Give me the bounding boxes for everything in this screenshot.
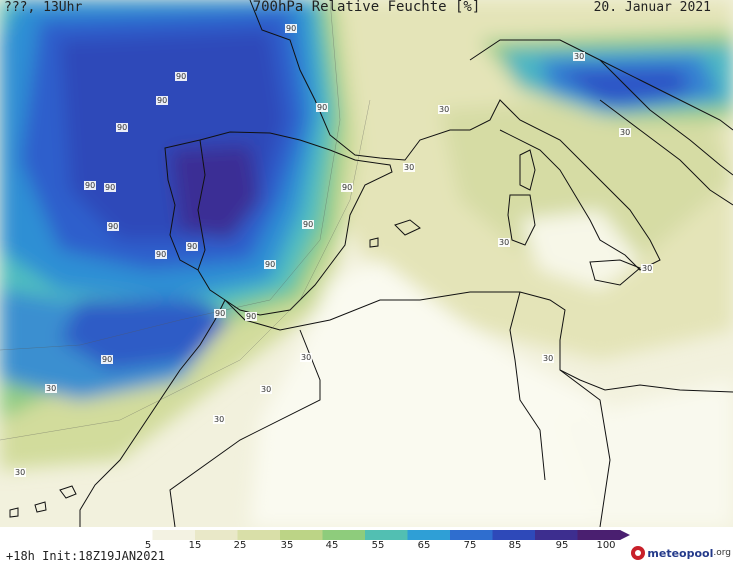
contour-label: 90	[214, 309, 227, 318]
legend-swatch	[195, 530, 238, 540]
contour-label: 90	[107, 222, 120, 231]
contour-label: 30	[542, 354, 555, 363]
legend-swatch	[152, 530, 196, 540]
contour-label: 90	[101, 355, 114, 364]
legend-swatch	[577, 530, 621, 540]
contour-label: 90	[245, 312, 258, 321]
legend-swatch	[407, 530, 451, 540]
legend-arrow	[620, 530, 630, 540]
contour-label: 90	[285, 24, 298, 33]
legend-tick: 85	[508, 540, 522, 551]
contour-label: 30	[45, 384, 58, 393]
legend-swatch	[365, 530, 408, 540]
legend-tick: 95	[555, 540, 569, 551]
contour-label: 30	[641, 264, 654, 273]
contour-label: 30	[438, 105, 451, 114]
contour-label: 30	[14, 468, 27, 477]
contour-label: 30	[573, 52, 586, 61]
legend-tick: 5	[144, 540, 152, 551]
legend-tick: 100	[596, 540, 616, 551]
contour-label: 90	[316, 103, 329, 112]
logo-icon	[631, 546, 646, 560]
legend-tick: 65	[417, 540, 431, 551]
contour-label: 90	[302, 220, 315, 229]
meteopool-logo: meteopool .org	[631, 546, 731, 560]
humidity-map	[0, 0, 733, 527]
legend-tick: 25	[233, 540, 247, 551]
legend-tick: 35	[280, 540, 294, 551]
contour-label: 90	[341, 183, 354, 192]
legend-tick: 75	[463, 540, 477, 551]
contour-label: 90	[186, 242, 199, 251]
contour-label: 30	[403, 163, 416, 172]
contour-label: 90	[156, 96, 169, 105]
init-time-label: +18h Init:18Z19JAN2021	[6, 549, 165, 563]
legend-swatch	[322, 530, 366, 540]
logo-text: meteopool	[647, 546, 714, 560]
contour-label: 90	[116, 123, 129, 132]
legend-swatch	[110, 530, 153, 540]
legend-swatch	[450, 530, 493, 540]
contour-label: 30	[619, 128, 632, 137]
legend-tick: 45	[325, 540, 339, 551]
legend-swatch	[280, 530, 323, 540]
map-title: 700hPa Relative Feuchte [%]	[252, 0, 481, 15]
contour-label: 90	[155, 250, 168, 259]
contour-label: 90	[104, 183, 117, 192]
legend-tick: 55	[371, 540, 385, 551]
legend-swatch	[237, 530, 281, 540]
legend-tick: 15	[188, 540, 202, 551]
contour-label: 90	[84, 181, 97, 190]
logo-suffix: .org	[713, 548, 731, 558]
legend-swatch	[492, 530, 536, 540]
valid-date: 20. Januar 2021	[593, 0, 711, 15]
legend-swatch	[535, 530, 578, 540]
contour-label: 90	[175, 72, 188, 81]
contour-label: 30	[213, 415, 226, 424]
color-legend	[110, 530, 630, 540]
contour-label: 30	[300, 353, 313, 362]
legend-ticks: 5 15 25 35 45 55 65 75 85 95 100	[0, 540, 733, 554]
contour-label: 90	[264, 260, 277, 269]
contour-label: 30	[260, 385, 273, 394]
contour-label: 30	[498, 238, 511, 247]
run-time-label: ???, 13Uhr	[4, 0, 83, 15]
